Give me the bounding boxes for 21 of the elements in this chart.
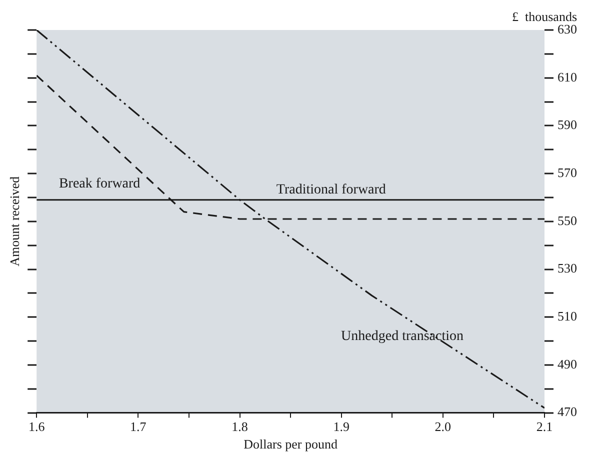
x-tick-label: 1.8 [232, 419, 248, 434]
y-tick-label: 630 [558, 21, 577, 36]
y-tick-label: 470 [558, 404, 577, 420]
y-tick-label: 570 [558, 164, 577, 180]
y-tick-label: 610 [558, 69, 577, 84]
x-tick-label: 1.7 [130, 419, 147, 434]
y-tick-label: 510 [558, 308, 577, 324]
x-tick-label: 1.9 [333, 419, 350, 434]
x-axis-title: Dollars per pound [244, 436, 338, 452]
y-tick-label: 550 [558, 212, 577, 228]
x-tick-label: 2.0 [434, 419, 452, 434]
y-axis-title: Amount received [7, 176, 22, 266]
series-label: Unhedged transaction [341, 329, 464, 344]
x-tick-label: 1.6 [28, 419, 46, 434]
text: £ thousands [512, 8, 577, 24]
y-tick-label: 590 [558, 117, 577, 132]
y-tick-label: 490 [558, 356, 577, 372]
series-label: Break forward [58, 176, 140, 192]
y-tick-label: 530 [558, 260, 577, 276]
series-label: Traditional forward [276, 182, 386, 198]
x-tick-label: 2.1 [536, 419, 553, 434]
